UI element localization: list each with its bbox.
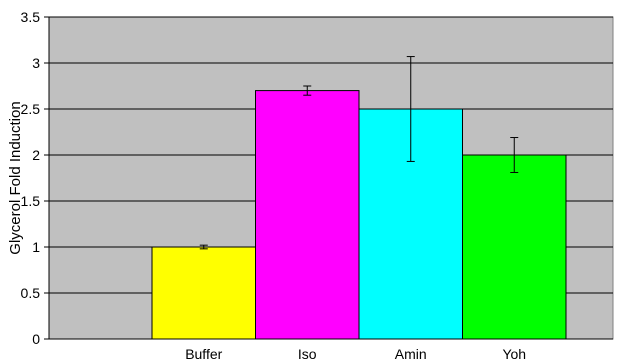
y-tick-label: 0 xyxy=(32,331,40,347)
x-tick-label-yoh: Yoh xyxy=(502,346,526,362)
error-bar-yoh xyxy=(510,137,519,173)
y-tick-label: 0.5 xyxy=(21,285,41,301)
y-tick-label: 2.5 xyxy=(21,101,41,117)
error-bar-amin xyxy=(406,56,415,162)
y-tick-label: 2 xyxy=(32,147,40,163)
y-tick-label: 1.5 xyxy=(21,193,41,209)
error-bar-iso xyxy=(303,85,312,96)
y-tick-label: 3 xyxy=(32,55,40,71)
y-axis-title: Glycerol Fold Induction xyxy=(7,101,24,254)
y-axis: 0 0.5 1 1.5 2 2.5 3 3.5 xyxy=(21,9,50,347)
error-bars xyxy=(199,56,519,250)
y-tick-label: 3.5 xyxy=(21,9,41,25)
bar-yoh xyxy=(462,154,567,340)
y-tick-label: 1 xyxy=(32,239,40,255)
bar-iso xyxy=(255,90,360,340)
x-axis: Buffer Iso Amin Yoh xyxy=(49,338,613,362)
x-tick-label-iso: Iso xyxy=(298,346,317,362)
error-bar-buffer xyxy=(199,244,208,250)
x-tick-label-buffer: Buffer xyxy=(185,346,222,362)
x-tick-label-amin: Amin xyxy=(395,346,427,362)
bar-buffer xyxy=(151,246,256,340)
bars xyxy=(151,90,567,340)
